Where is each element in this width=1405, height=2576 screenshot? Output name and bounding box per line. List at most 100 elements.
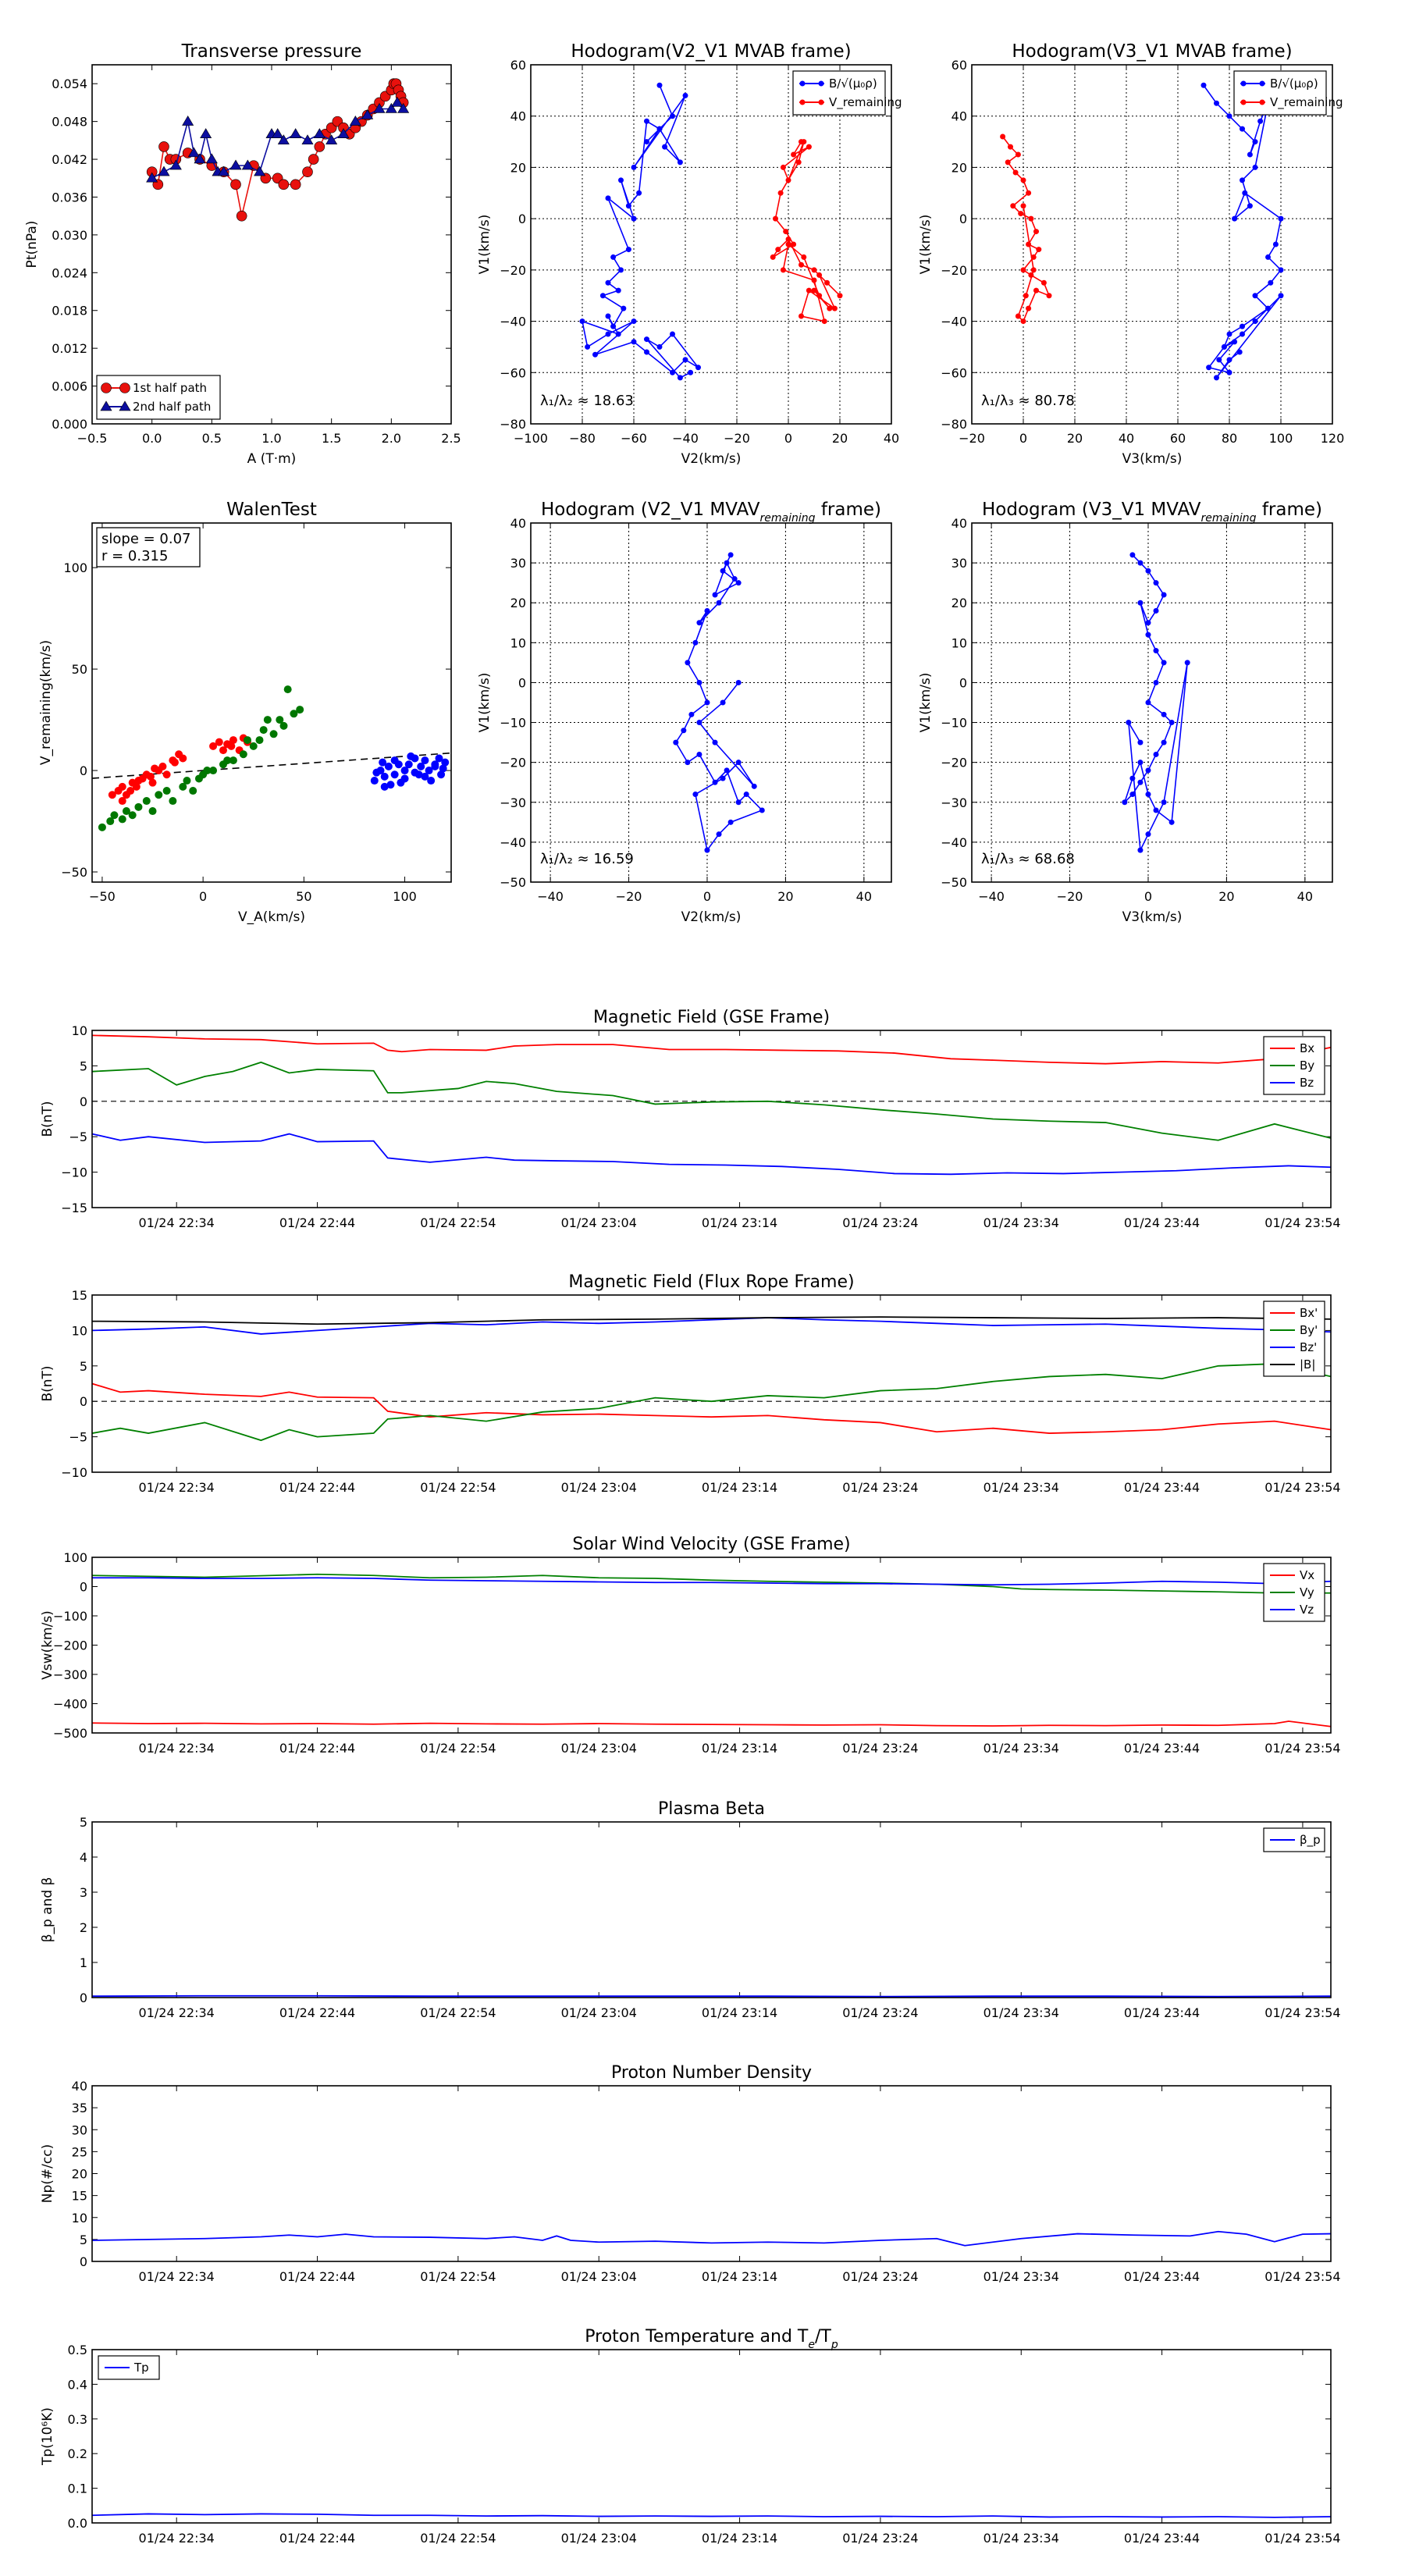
- data-point: [735, 799, 742, 806]
- y-tick-label: −10: [61, 1165, 87, 1180]
- data-point: [276, 716, 284, 724]
- series-line: [92, 1382, 1331, 1434]
- y-axis-label: β_p and β: [40, 1877, 55, 1943]
- legend: B/√(μ₀ρ) V_remaining: [792, 70, 902, 116]
- y-tick-label: 3: [80, 1885, 87, 1900]
- legend-item: Bz: [1270, 1076, 1314, 1090]
- data-point: [816, 293, 823, 299]
- y-tick-label: 0: [80, 1580, 87, 1595]
- data-point: [1240, 323, 1245, 329]
- data-point: [349, 116, 361, 126]
- y-tick-label: 0: [518, 212, 526, 226]
- data-point: [98, 823, 106, 831]
- data-point: [1137, 739, 1144, 745]
- y-tick-label: 5: [80, 1059, 87, 1073]
- data-point: [1137, 779, 1144, 785]
- y-tick-label: −40: [941, 835, 967, 850]
- series-v-remaining: [770, 139, 843, 325]
- x-tick-label: 01/24 22:34: [139, 2269, 215, 2284]
- axes-frame: [91, 2349, 1332, 2524]
- x-tick-label: 01/24 22:34: [139, 1215, 215, 1230]
- series-by: [92, 1061, 1331, 1141]
- data-point: [605, 313, 611, 319]
- series-group: [1122, 552, 1190, 853]
- data-point: [302, 166, 313, 177]
- data-point: [1214, 375, 1219, 381]
- data-point: [110, 811, 119, 820]
- data-point: [437, 770, 446, 779]
- data-point: [720, 775, 726, 781]
- y-tick-label: −60: [500, 365, 526, 380]
- series-vx: [92, 1720, 1331, 1727]
- chart-proton_density: Proton Number Density 0 5 10 15 20 25 30 35 40 01/…: [40, 2063, 1341, 2284]
- series-2: [370, 752, 450, 791]
- axes-frame: [530, 522, 892, 883]
- series-line: [581, 84, 699, 379]
- y-tick-label: 0: [80, 1394, 87, 1409]
- y-tick-label: 100: [63, 560, 87, 575]
- data-point: [380, 772, 389, 781]
- y-tick-label: −200: [53, 1638, 87, 1653]
- data-point: [720, 568, 726, 574]
- x-tick-label: 0: [199, 889, 207, 904]
- data-point: [194, 774, 203, 783]
- data-point: [806, 287, 812, 294]
- y-tick-label: 0.024: [52, 265, 87, 280]
- x-tick-label: 01/24 23:04: [561, 2005, 637, 2020]
- data-point: [400, 767, 409, 775]
- data-point: [162, 770, 171, 779]
- data-point: [1200, 82, 1207, 88]
- data-point: [677, 375, 683, 381]
- data-point: [801, 254, 807, 260]
- data-point: [1020, 177, 1026, 183]
- data-point: [1129, 552, 1136, 558]
- data-point: [1252, 139, 1258, 145]
- y-tick-label: 0.006: [52, 379, 87, 394]
- legend-item: Tp: [105, 2361, 149, 2375]
- annotation-text: λ₁/λ₂ ≈ 16.59: [540, 851, 634, 867]
- data-point: [386, 781, 395, 789]
- data-point: [1232, 215, 1238, 222]
- legend-label: Vy: [1300, 1585, 1314, 1599]
- x-tick-label: 20: [777, 889, 793, 904]
- x-tick-label: 01/24 23:34: [984, 1480, 1059, 1495]
- chart-title: Proton Number Density: [611, 2063, 812, 2083]
- data-point: [279, 721, 288, 730]
- y-tick-label: 60: [951, 58, 967, 73]
- data-point: [441, 758, 450, 767]
- y-tick-label: 40: [510, 516, 526, 531]
- axes-frame: [91, 1821, 1332, 1998]
- y-axis-label: V1(km/s): [918, 673, 934, 733]
- legend: Tp: [98, 2355, 160, 2380]
- data-point: [314, 141, 325, 152]
- x-tick-label: 01/24 22:44: [279, 1215, 355, 1230]
- x-tick-label: 2.5: [441, 431, 461, 446]
- y-axis-label: V_remaining(km/s): [38, 640, 54, 765]
- data-point: [118, 797, 126, 806]
- data-point: [227, 742, 236, 750]
- data-point: [773, 215, 778, 222]
- data-point: [727, 552, 734, 558]
- y-tick-label: −30: [500, 795, 526, 810]
- x-tick-label: 01/24 23:54: [1264, 2269, 1340, 2284]
- y-tick-label: 20: [72, 2167, 87, 2182]
- series-vy: [92, 1573, 1331, 1594]
- x-tick-label: 80: [1222, 431, 1237, 446]
- data-point: [704, 607, 710, 614]
- data-point: [1018, 211, 1024, 217]
- y-tick-label: 5: [80, 2233, 87, 2247]
- y-tick-label: −40: [500, 835, 526, 850]
- data-point: [158, 762, 167, 770]
- data-point: [610, 323, 617, 329]
- data-point: [1026, 241, 1032, 247]
- data-point: [142, 797, 151, 806]
- data-point: [724, 560, 730, 566]
- x-tick-label: 20: [1067, 431, 1083, 446]
- x-tick-label: 01/24 22:54: [420, 2531, 496, 2546]
- x-tick-label: −50: [89, 889, 116, 904]
- data-point: [1161, 660, 1167, 666]
- data-point: [361, 109, 374, 119]
- data-point: [1145, 699, 1151, 706]
- series-line: [92, 1577, 1331, 1586]
- data-point: [1145, 632, 1151, 638]
